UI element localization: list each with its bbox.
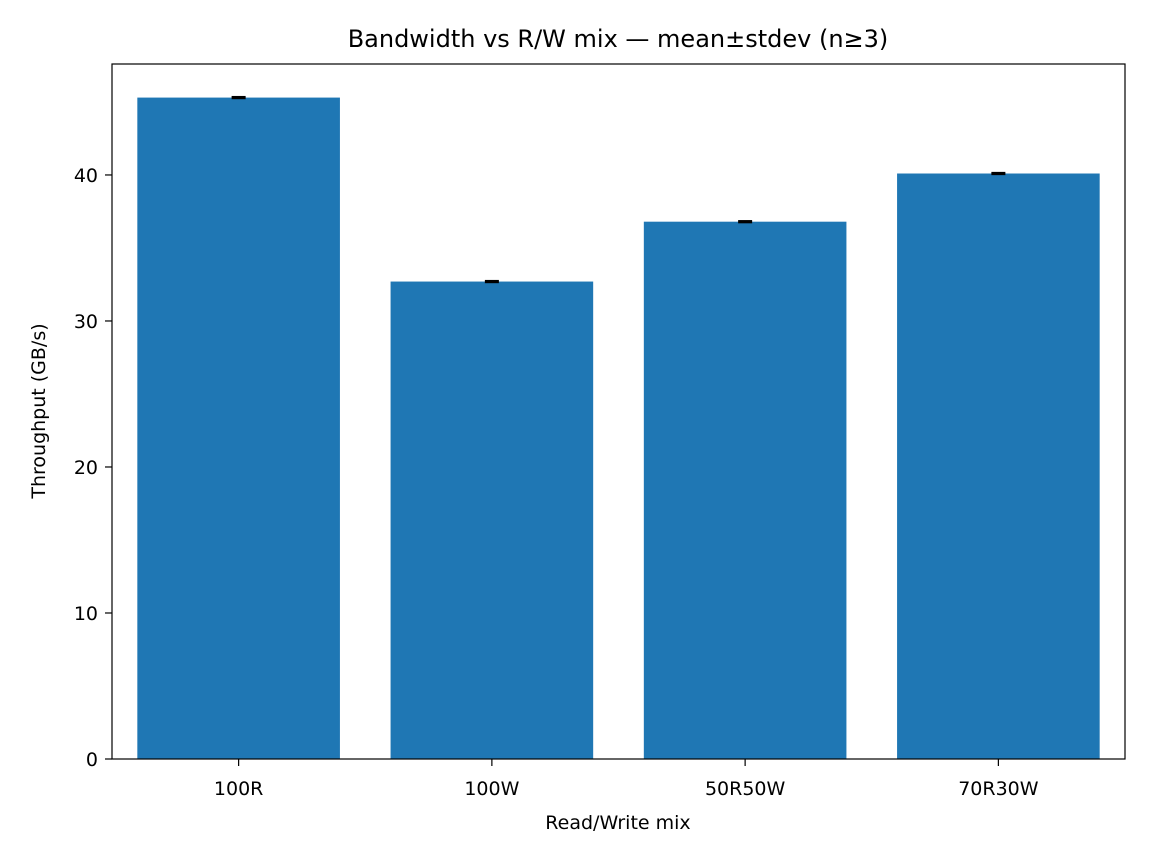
x-axis-label: Read/Write mix	[545, 812, 690, 834]
y-tick-label-10: 10	[74, 603, 98, 625]
x-tick-label-70R30W: 70R30W	[958, 778, 1039, 800]
x-tick-label-50R50W: 50R50W	[705, 778, 786, 800]
x-axis: 100R 100W 50R50W 70R30W	[214, 759, 1039, 800]
y-tick-label-20: 20	[74, 457, 98, 479]
error-bars-layer	[231, 95, 1006, 284]
bar-100W	[390, 281, 594, 759]
y-axis: 0 10 20 30 40	[74, 165, 112, 771]
bar-50R50W	[643, 221, 847, 759]
y-tick-label-30: 30	[74, 311, 98, 333]
x-tick-label-100W: 100W	[464, 778, 519, 800]
bars-layer	[137, 97, 1100, 760]
y-axis-label: Throughput (GB/s)	[28, 323, 50, 499]
bar-100R	[137, 97, 340, 760]
x-tick-label-100R: 100R	[214, 778, 263, 800]
bar-70R30W	[897, 173, 1100, 760]
y-tick-label-0: 0	[86, 749, 98, 771]
chart-title: Bandwidth vs R/W mix — mean±stdev (n≥3)	[348, 25, 889, 53]
y-tick-label-40: 40	[74, 165, 98, 187]
plot-area-frame	[111, 63, 1126, 760]
